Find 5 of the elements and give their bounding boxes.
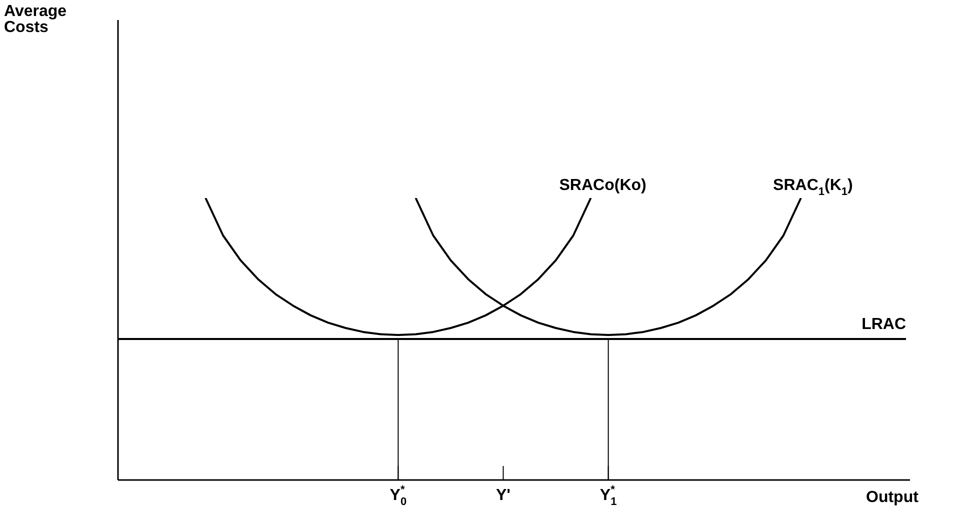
x-axis-title: Output <box>866 489 918 506</box>
x-tick-label: Y' <box>496 487 510 504</box>
text: Average Costs <box>4 3 68 36</box>
series-label: SRACo(Ko) <box>559 177 646 194</box>
series-label: LRAC <box>862 316 906 333</box>
